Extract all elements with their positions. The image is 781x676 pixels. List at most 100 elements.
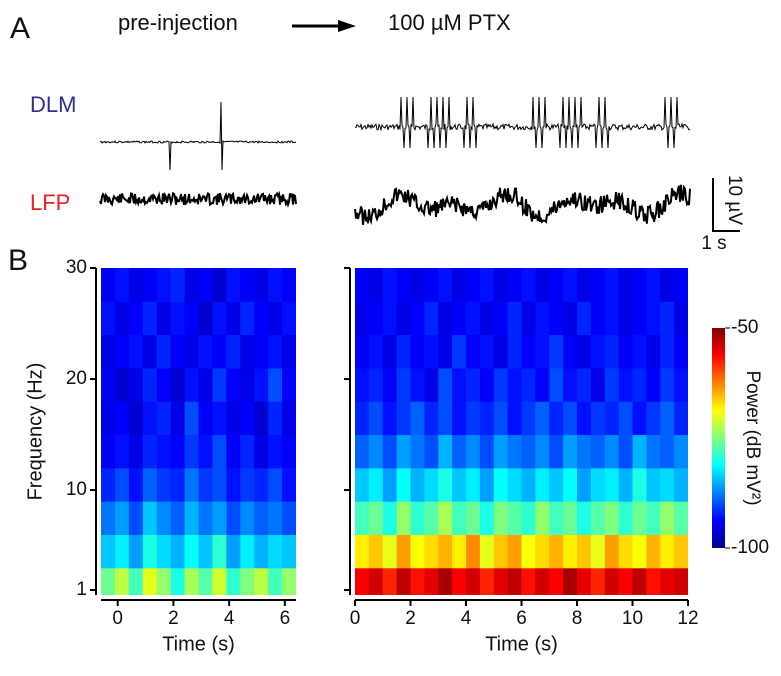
heatmap-cell xyxy=(101,434,116,469)
heatmap-cell xyxy=(535,501,550,535)
heatmap-cell xyxy=(198,367,213,402)
heatmap-cell xyxy=(563,334,578,369)
heatmap-cell xyxy=(563,434,578,469)
heatmap-cell xyxy=(590,301,606,336)
heatmap-cell xyxy=(184,434,199,469)
heatmap-cell xyxy=(355,367,370,402)
heatmap-cell xyxy=(101,567,116,595)
heatmap-cell xyxy=(396,434,411,469)
heatmap-cell xyxy=(604,268,620,302)
heatmap-cell xyxy=(479,401,495,436)
heatmap-cell xyxy=(521,501,536,535)
heatmap-cell xyxy=(410,401,425,436)
heatmap-cell xyxy=(438,301,453,336)
heatmap xyxy=(355,268,688,595)
heatmap-cell xyxy=(142,268,158,302)
heatmap-cell xyxy=(660,567,675,595)
x-tick-label: 2 xyxy=(405,608,416,629)
heatmap-cell xyxy=(479,301,495,336)
heatmap-cell xyxy=(535,301,550,336)
heatmap-cell xyxy=(184,401,199,436)
heatmap-cell xyxy=(368,367,384,402)
heatmap-cell xyxy=(521,367,536,402)
heatmap-cell xyxy=(590,401,606,436)
heatmap-cell xyxy=(170,401,186,436)
heatmap-cell xyxy=(170,501,186,535)
heatmap-cell xyxy=(549,501,564,535)
heatmap-cell xyxy=(396,534,411,569)
heatmap-cell xyxy=(604,467,620,502)
heatmap-cell xyxy=(535,467,550,502)
heatmap-cell xyxy=(368,534,384,569)
heatmap-cell xyxy=(424,567,439,595)
heatmap-cell xyxy=(452,334,467,369)
heatmap-cell xyxy=(424,501,439,535)
heatmap-cell xyxy=(521,401,536,436)
heatmap-cell xyxy=(410,301,425,336)
heatmap-cell xyxy=(156,367,172,402)
heatmap-cell xyxy=(618,401,633,436)
heatmap-cell xyxy=(590,534,606,569)
heatmap-cell xyxy=(184,534,199,569)
heatmap-cell xyxy=(618,301,633,336)
heatmap-cell xyxy=(156,268,172,302)
heatmap-cell xyxy=(156,401,172,436)
heatmap-cell xyxy=(198,301,213,336)
heatmap-cell xyxy=(396,301,411,336)
heatmap-cell xyxy=(212,268,227,302)
heatmap-cell xyxy=(355,401,370,436)
condition-label: pre-injection xyxy=(118,10,238,35)
heatmap-cell xyxy=(114,534,130,569)
heatmap-cell xyxy=(382,301,398,336)
heatmap-cell xyxy=(479,567,495,595)
heatmap-cell xyxy=(101,268,116,302)
heatmap-cell xyxy=(590,367,606,402)
heatmap-cell xyxy=(493,401,509,436)
heatmap-cell xyxy=(493,567,509,595)
heatmap-cell xyxy=(521,301,536,336)
heatmap-cell xyxy=(604,301,620,336)
heatmap-cell xyxy=(101,401,116,436)
heatmap-cell xyxy=(521,534,536,569)
heatmap-cell xyxy=(396,334,411,369)
heatmap-cell xyxy=(438,401,453,436)
heatmap-cell xyxy=(646,367,661,402)
heatmap-cell xyxy=(226,401,241,436)
heatmap-cell xyxy=(618,434,633,469)
heatmap-cell xyxy=(368,434,384,469)
heatmap-cell xyxy=(254,367,269,402)
heatmap-cell xyxy=(618,334,633,369)
heatmap-cell xyxy=(535,268,550,302)
heatmap-cell xyxy=(590,501,606,535)
heatmap-cell xyxy=(507,367,522,402)
heatmap-cell xyxy=(156,301,172,336)
heatmap-cell xyxy=(170,334,186,369)
heatmap-cell xyxy=(101,534,116,569)
heatmap-cell xyxy=(156,334,172,369)
heatmap-cell xyxy=(382,367,398,402)
heatmap-cell xyxy=(212,334,227,369)
condition-label: 100 µM PTX xyxy=(388,10,511,35)
heatmap-cell xyxy=(660,268,675,302)
heatmap-cell xyxy=(632,401,647,436)
heatmap-cell xyxy=(452,301,467,336)
heatmap-cell xyxy=(521,434,536,469)
heatmap-cell xyxy=(254,534,269,569)
heatmap-cell xyxy=(114,334,130,369)
heatmap-cell xyxy=(198,401,213,436)
heatmap-cell xyxy=(563,567,578,595)
heatmap-cell xyxy=(646,434,661,469)
heatmap-cell xyxy=(577,434,592,469)
heatmap-cell xyxy=(198,467,213,502)
heatmap-cell xyxy=(549,301,564,336)
heatmap-cell xyxy=(660,301,675,336)
heatmap-cell xyxy=(226,367,241,402)
heatmap-cell xyxy=(240,567,255,595)
heatmap-cell xyxy=(563,367,578,402)
heatmap-cell xyxy=(355,334,370,369)
heatmap-cell xyxy=(198,334,213,369)
heatmap-cell xyxy=(240,367,255,402)
heatmap-cell xyxy=(282,501,296,535)
arrow xyxy=(292,20,356,32)
heatmap-cell xyxy=(198,434,213,469)
